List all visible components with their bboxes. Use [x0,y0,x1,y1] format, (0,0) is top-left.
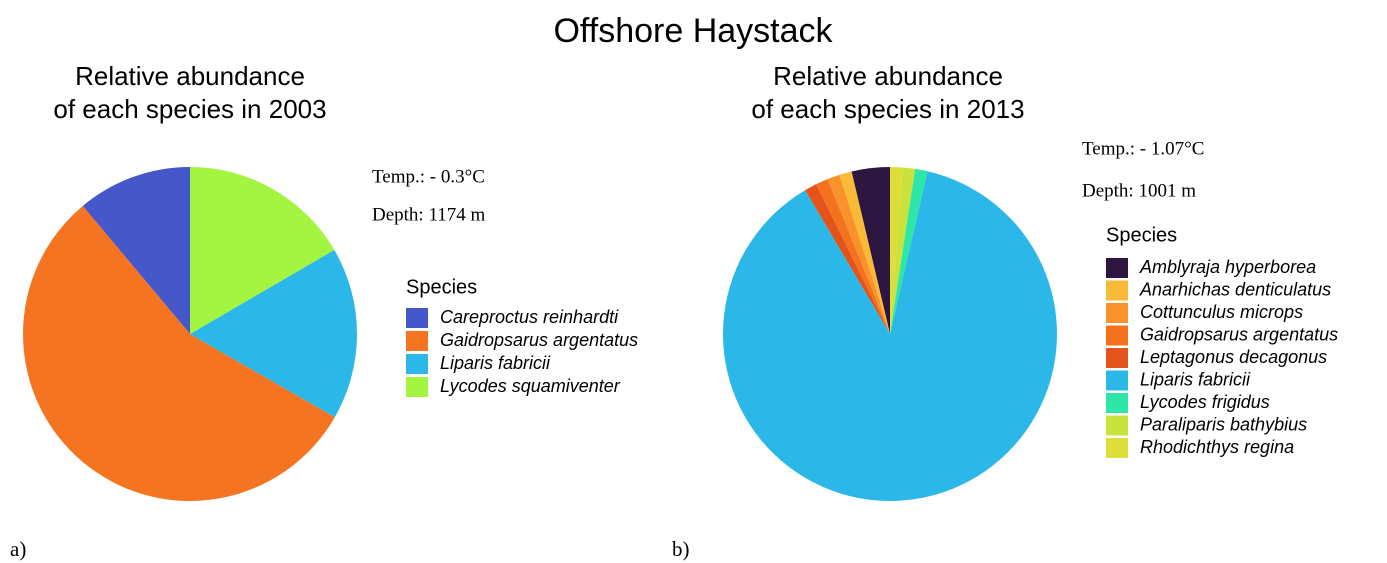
legend-label: Lycodes squamiventer [440,376,621,396]
legend-swatch [406,377,428,397]
annotation: Depth: 1001 m [1082,180,1196,201]
legend-label: Rhodichthys regina [1140,437,1294,457]
annotation: Depth: 1174 m [372,204,486,225]
pie-slice [890,167,903,334]
pie-slice [816,179,890,334]
pie-slice [190,249,357,418]
legend-swatch [406,354,428,374]
legend-title: Species [1106,224,1177,246]
chart-title: Relative abundance [75,61,305,91]
legend-label: Lycodes frigidus [1140,392,1270,412]
pie-slice [723,171,1058,502]
legend-swatch [406,308,428,328]
legend-label: Anarhichas denticulatus [1139,279,1331,299]
legend-label: Cottunculus microps [1140,302,1303,322]
legend-swatch [1106,393,1128,413]
pie-slice [190,167,335,334]
chart-title: of each species in 2013 [751,94,1024,124]
chart-title: Relative abundance [773,61,1003,91]
legend-swatch [1106,348,1128,368]
legend-swatch [1106,370,1128,391]
legend-swatch [1106,258,1128,278]
legend-title: Species [406,276,477,298]
legend-label: Gaidropsarus argentatus [440,330,638,350]
legend-swatch [1106,438,1128,458]
pie-slice [890,168,928,334]
pie-slice [804,184,890,334]
legend-swatch [1106,280,1128,301]
legend-label: Leptagonus decagonus [1140,347,1327,367]
legend-label: Careproctus reinhardti [440,307,619,327]
panel-label: a) [10,537,26,561]
chart-title: of each species in 2003 [53,94,326,124]
pie-slice [82,167,190,334]
legend-label: Amblyraja hyperborea [1139,257,1316,277]
legend-swatch [1106,415,1128,436]
legend-swatch [406,331,428,351]
legend-label: Liparis fabricii [1140,369,1251,389]
legend-swatch [1106,325,1128,346]
pie-slice [827,174,890,334]
annotation: Temp.: - 0.3°C [372,166,485,187]
annotation: Temp.: - 1.07°C [1082,138,1204,159]
panel-label: b) [672,537,690,561]
figure-title: Offshore Haystack [553,12,833,50]
legend-label: Liparis fabricii [440,353,551,373]
pie-slice [890,167,916,334]
pie-slice [851,167,890,334]
legend-label: Gaidropsarus argentatus [1140,324,1338,344]
legend-swatch [1106,303,1128,323]
legend-label: Paraliparis bathybius [1140,414,1307,434]
pie-slice [839,171,890,334]
pie-slice [23,205,335,501]
